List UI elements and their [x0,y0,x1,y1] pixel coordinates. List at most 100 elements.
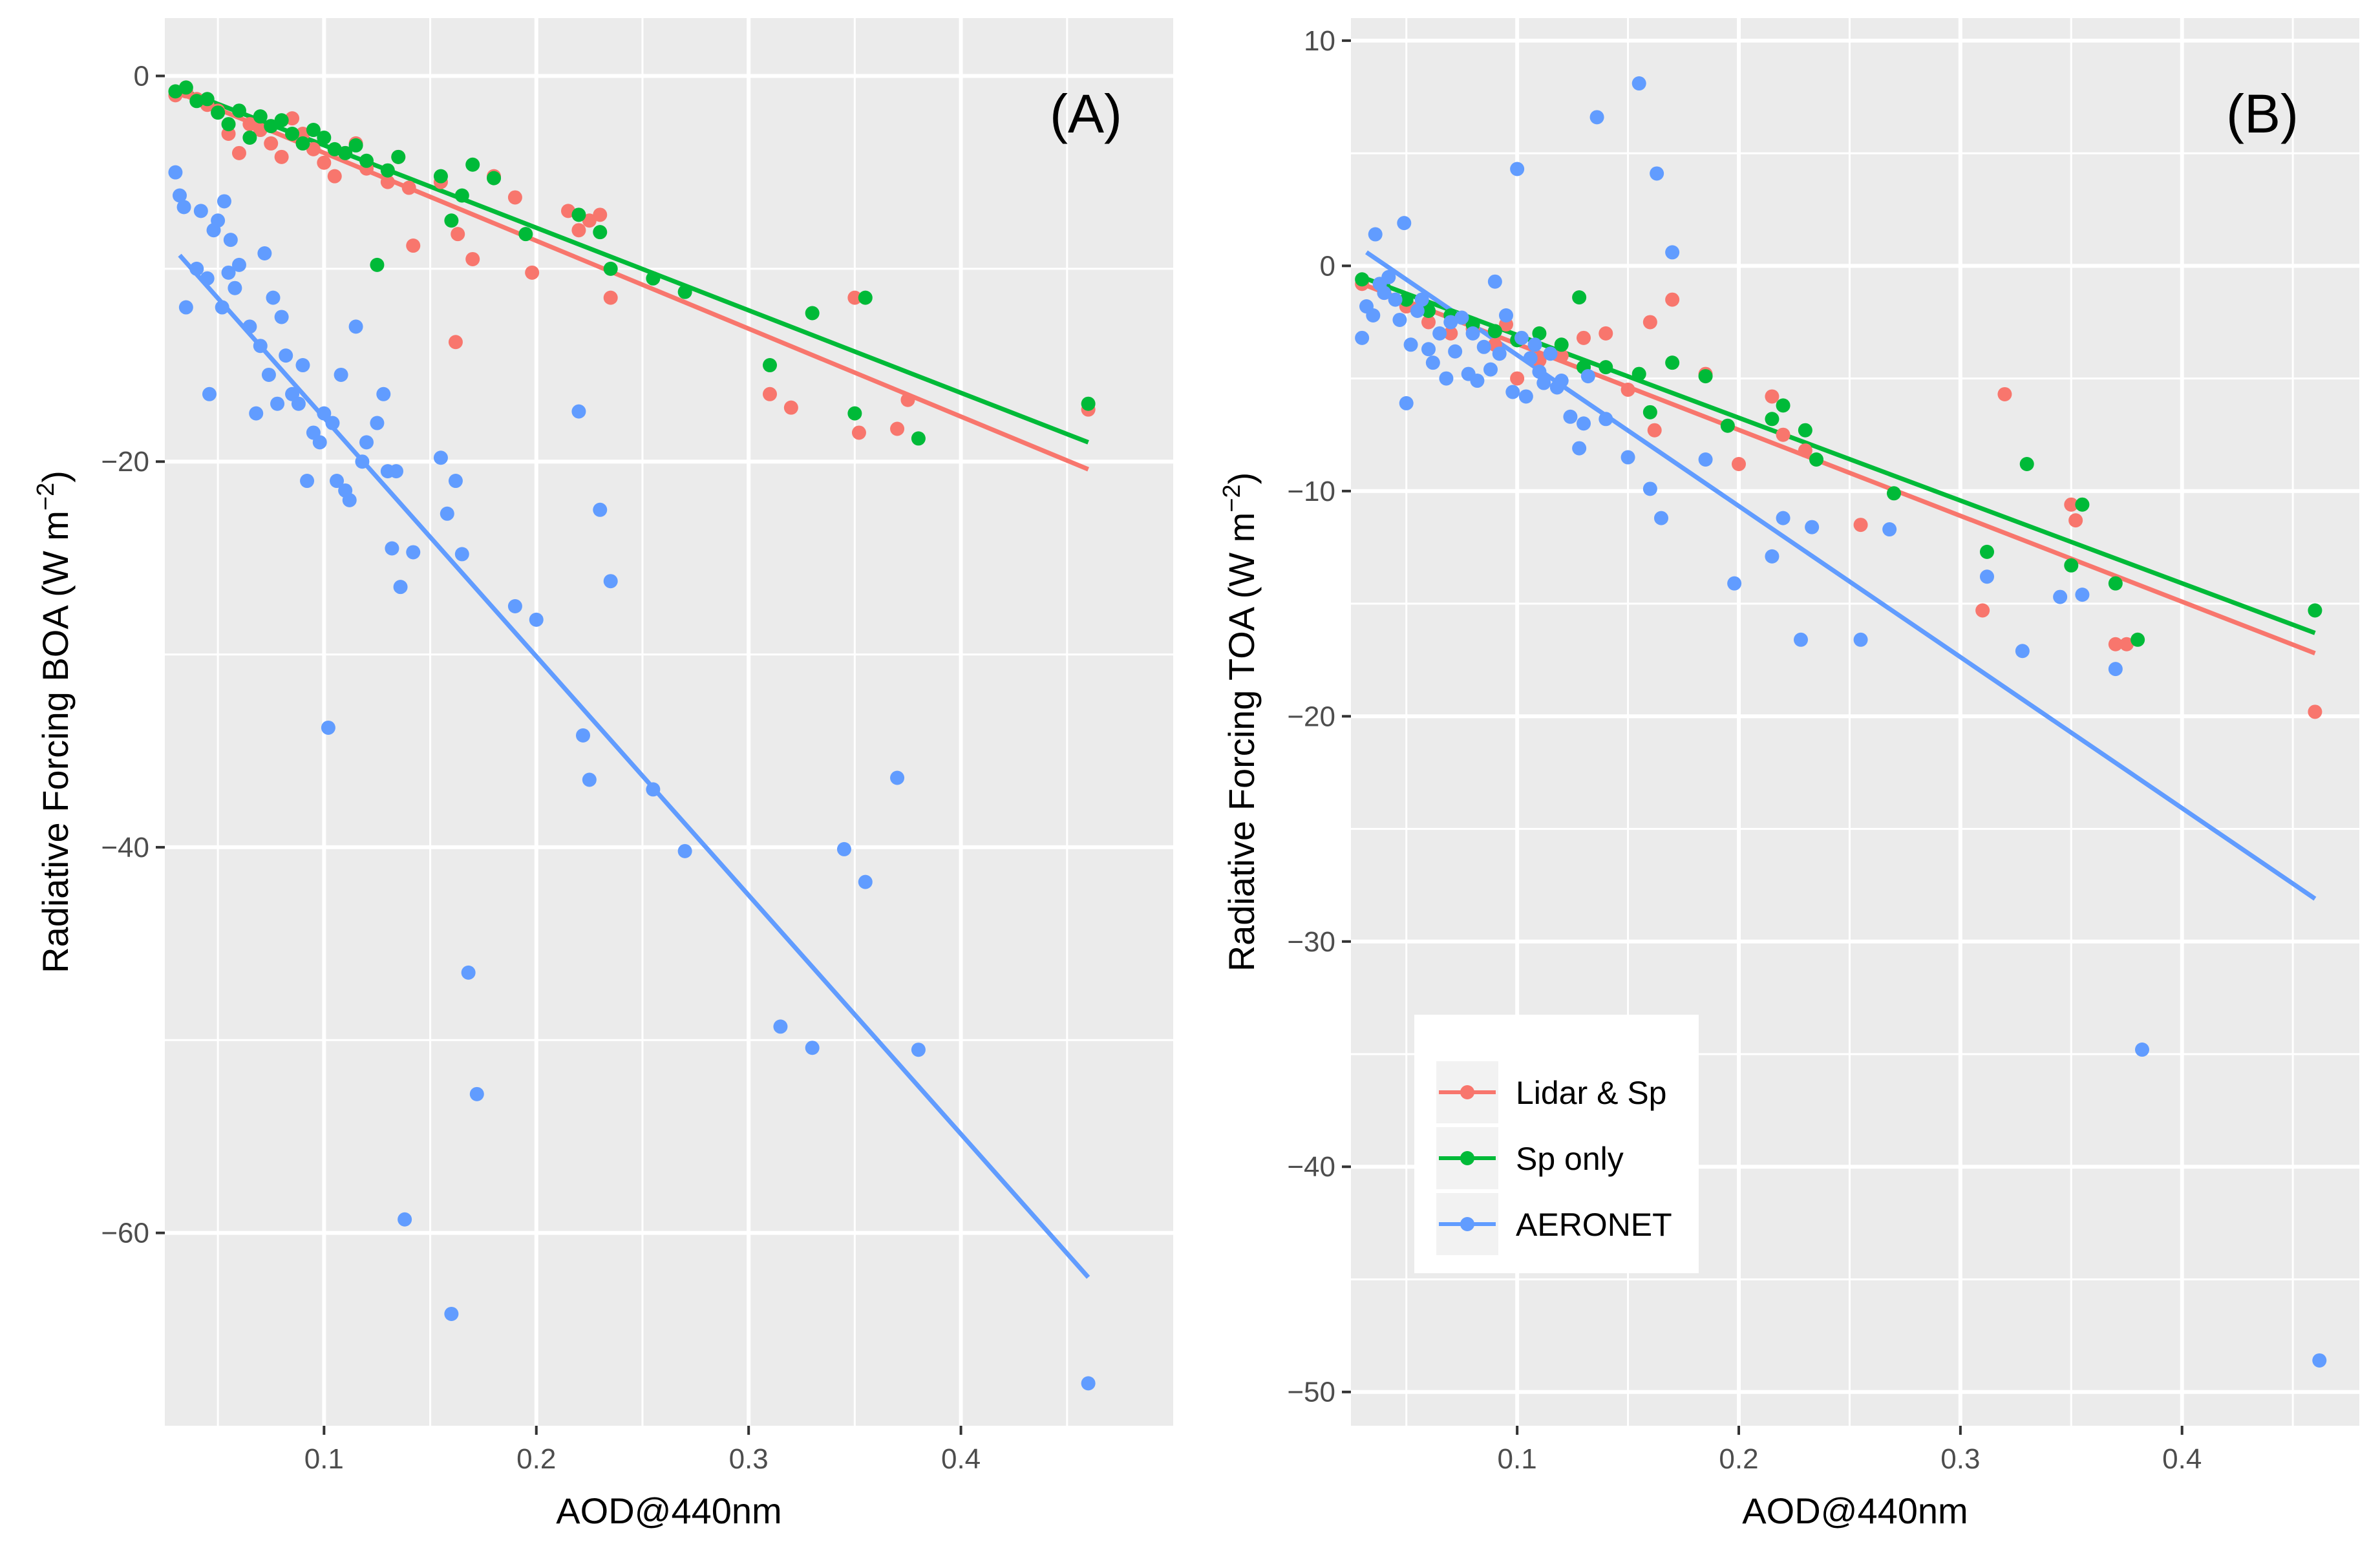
panel-b-x-tick-label-0: 0.1 [1498,1443,1537,1475]
panel-b-aeronet-point-9 [1397,216,1412,231]
panel-a-aeronet-point-64 [677,843,692,858]
panel-a-aeronet-point-22 [270,396,285,411]
panel-b-sp-point-10 [1572,290,1587,305]
panel-a-aeronet-point-35 [334,367,348,382]
panel-b-x-tick-label-3: 0.4 [2162,1443,2202,1475]
panel-a-sp-point-35 [847,406,862,421]
panel-a-aeronet-point-58 [571,404,586,419]
panel-a-aeronet-point-32 [321,720,335,735]
panel-b-lidar-point-15 [1647,423,1662,438]
panel-b-aeronet-point-29 [1505,385,1520,399]
panel-b: 0.1 0.2 0.3 0.4 10 0 −10 −20 −30 −40 −50 (B) AOD@… [1218,18,2359,1531]
panel-a-aeronet-point-69 [890,770,905,785]
panel-b-aeronet-point-18 [1443,315,1458,330]
panel-a-lidar-point-9 [264,136,279,151]
panel-b-sp-point-21 [1809,452,1823,467]
panel-a-aeronet-point-4 [189,261,204,276]
panel-a-aeronet-point-49 [433,450,448,465]
panel-b-aeronet-point-14 [1421,342,1436,357]
legend-key-aeronet-point [1460,1217,1474,1231]
panel-b-sp-point-13 [1631,366,1646,381]
panel-b-aeronet-point-5 [1377,286,1392,301]
panel-b-lidar-point-22 [1853,518,1868,533]
panel-a-lidar-point-24 [448,335,463,350]
panel-a-lidar-point-22 [406,238,421,253]
panel-a-aeronet-point-7 [202,386,217,401]
panel-a-aeronet-point-56 [507,598,522,613]
panel-b-aeronet-point-20 [1454,310,1469,325]
panel-a-aeronet-point-38 [348,319,363,334]
panel-b-sp-point-29 [2308,603,2322,618]
panel-a-aeronet-point-15 [231,257,246,272]
panel-b-y-axis-title: Radiative Forcing TOA (W m−2) [1218,472,1262,972]
panel-a-aeronet-point-11 [217,194,231,209]
panel-a-aeronet-point-14 [228,280,242,295]
panel-b-points [1355,76,2327,1368]
panel-a-aeronet-point-18 [253,339,268,354]
panel-b-aeronet-point-31 [1514,330,1529,345]
panel-a: 0.1 0.2 0.3 0.4 0 −20 −40 −60 (A) AOD@440nm Ra… [32,18,1173,1531]
panel-b-sp-point-24 [2019,456,2034,471]
panel-b-sp-point-26 [2075,497,2090,512]
panel-b-lidar-point-4 [1443,326,1458,341]
panel-b-lidar-point-27 [2108,637,2123,651]
panel-b-aeronet-point-59 [1882,522,1897,537]
panel-a-aeronet-point-61 [593,502,608,517]
panel-a-sp-point-23 [444,213,459,228]
panel-b-aeronet-point-25 [1483,362,1498,377]
panel-a-sp-point-30 [603,261,618,276]
panel-a-points [168,80,1096,1391]
panel-a-sp-point-36 [858,290,873,305]
panel-a-sp-point-31 [646,271,661,286]
panel-a-background [165,18,1173,1426]
panel-a-aeronet-point-52 [448,474,463,489]
panel-a-sp-point-11 [285,127,300,142]
panel-a-sp-point-5 [221,117,236,132]
panel-a-sp-point-33 [763,358,777,373]
panel-b-sp-point-14 [1642,405,1657,419]
panel-a-aeronet-point-51 [444,1306,459,1321]
panel-b-lidar-point-14 [1642,315,1657,330]
panel-b-major-grid [1351,18,2359,1426]
panel-a-aeronet-point-26 [291,396,306,411]
panel-b-aeronet-point-35 [1532,365,1547,379]
panel-a-sp-point-27 [518,227,533,242]
panel-b-aeronet-point-51 [1665,245,1680,260]
panel-b-y-tick-label-5: −40 [1287,1151,1335,1183]
panel-b-aeronet-point-19 [1448,344,1463,359]
panel-a-sp-point-25 [465,157,480,172]
panel-a-y-axis-title-sup: −2 [32,483,59,511]
legend-key-sp-point [1460,1151,1474,1165]
panel-a-lidar-point-13 [306,142,321,156]
panel-a-sp-point-8 [253,109,268,124]
panel-b-aeronet-point-55 [1776,511,1790,525]
panel-b-sp-point-9 [1554,337,1569,352]
panel-b-aeronet-point-8 [1392,312,1407,327]
panel-a-y-tick-label-2: −40 [101,832,149,863]
panel-b-sp-point-18 [1765,412,1780,427]
panel-b-aeronet-point-30 [1510,162,1525,176]
panel-a-aeronet-point-2 [176,200,191,215]
panel-b-sp-point-22 [1887,486,1901,501]
panel-a-lidar-point-29 [525,265,540,280]
panel-b-aeronet-point-27 [1492,346,1507,361]
panel-a-lidar-point-10 [274,149,289,164]
panel-a-aeronet-point-70 [911,1042,926,1057]
panel-b-sp-point-12 [1599,360,1613,375]
panel-a-sp-point-34 [805,306,820,321]
panel-a-aeronet-point-63 [646,782,661,797]
panel-b-x-ticks: 0.1 0.2 0.3 0.4 [1498,1426,2202,1475]
legend-key-lidar-point [1460,1085,1474,1099]
panel-b-aeronet-point-33 [1523,351,1538,366]
panel-b-aeronet-point-7 [1388,292,1403,307]
panel-b-sp-point-16 [1698,369,1713,384]
panel-b-aeronet-point-43 [1580,369,1595,384]
panel-a-sp-point-13 [306,123,321,138]
panel-a-x-axis-title: AOD@440nm [556,1490,781,1531]
panel-a-aeronet-point-16 [242,319,257,334]
panel-b-sp-point-20 [1798,423,1812,438]
panel-a-y-axis-title-close: ) [35,471,76,483]
panel-a-sp-point-29 [593,225,608,240]
panel-b-sp-point-2 [1399,292,1414,307]
panel-a-aeronet-point-24 [279,348,293,363]
